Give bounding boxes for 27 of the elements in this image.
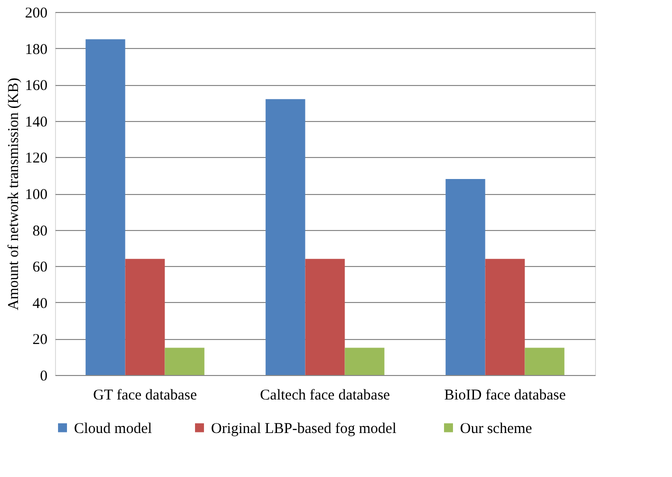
bar — [86, 39, 126, 375]
bar — [524, 348, 564, 375]
legend-label: Our scheme — [460, 420, 532, 437]
y-tick-label: 80 — [32, 223, 48, 240]
bar — [125, 258, 165, 375]
y-tick-label: 20 — [32, 332, 48, 348]
x-tick-label: Caltech face database — [260, 388, 390, 404]
bar — [305, 258, 345, 375]
x-tick-label: GT face database — [93, 388, 198, 404]
bar — [485, 258, 525, 375]
y-tick-label: 0 — [40, 368, 48, 384]
y-tick-label: 40 — [32, 296, 48, 312]
y-tick-label: 60 — [32, 260, 48, 276]
y-axis-title: Amount of network transmission (KB) — [6, 78, 22, 310]
y-tick-label: 200 — [25, 6, 48, 22]
y-tick-label: 140 — [25, 114, 48, 130]
legend-label: Cloud model — [74, 420, 152, 437]
bar — [446, 178, 486, 375]
legend-label: Original LBP-based fog model — [211, 420, 396, 437]
bar — [164, 348, 204, 375]
y-tick-label: 160 — [25, 78, 48, 94]
y-tick-label: 180 — [25, 42, 48, 58]
bar — [266, 99, 306, 375]
y-tick-label: 120 — [25, 150, 48, 167]
x-tick-label: BioID face database — [444, 388, 566, 404]
bar — [344, 348, 384, 375]
y-tick-label: 100 — [25, 187, 48, 203]
